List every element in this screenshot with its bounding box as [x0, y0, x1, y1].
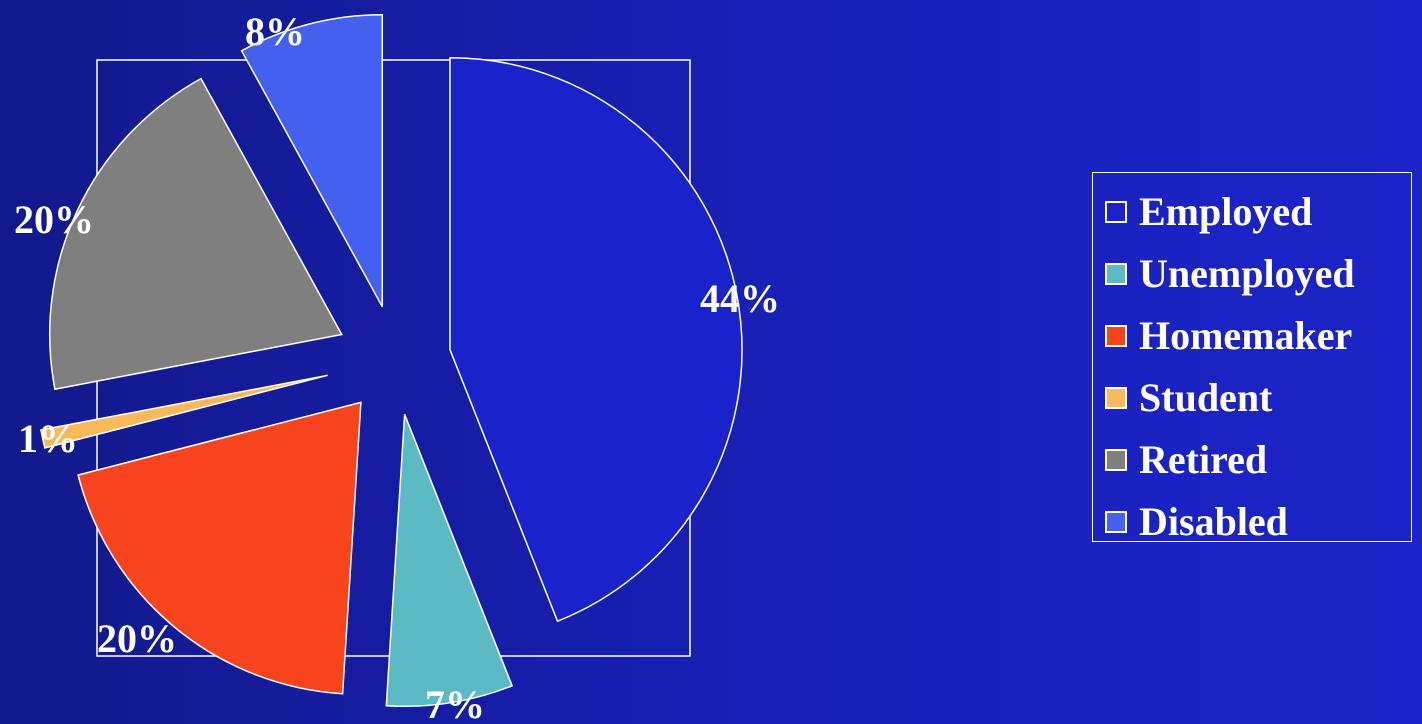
pie-label-unemployed: 7% — [425, 682, 485, 724]
pie-slice-employed — [449, 56, 743, 623]
pie-slice-unemployed — [385, 414, 514, 707]
legend-label-disabled: Disabled — [1139, 499, 1288, 544]
legend-item-employed: Employed — [1105, 181, 1411, 243]
legend-label-homemaker: Homemaker — [1139, 313, 1353, 358]
pie-label-student: 1% — [18, 416, 78, 461]
legend: Employed Unemployed Homemaker Student Retire… — [1092, 172, 1412, 542]
pie-slice-retired — [48, 77, 343, 391]
legend-label-retired: Retired — [1139, 437, 1268, 482]
legend-item-retired: Retired — [1105, 429, 1411, 491]
legend-label-student: Student — [1139, 375, 1273, 420]
pie-slice-homemaker — [77, 401, 362, 695]
legend-swatch-unemployed — [1105, 263, 1127, 285]
pie-slice-student — [40, 374, 328, 449]
legend-swatch-retired — [1105, 449, 1127, 471]
pie-label-homemaker: 20% — [97, 616, 177, 661]
pie-label-disabled: 8% — [245, 9, 305, 54]
legend-label-unemployed: Unemployed — [1139, 251, 1355, 296]
legend-item-disabled: Disabled — [1105, 491, 1411, 553]
legend-label-employed: Employed — [1139, 189, 1313, 234]
legend-swatch-employed — [1105, 201, 1127, 223]
legend-item-unemployed: Unemployed — [1105, 243, 1411, 305]
legend-item-student: Student — [1105, 367, 1411, 429]
legend-swatch-homemaker — [1105, 325, 1127, 347]
legend-swatch-student — [1105, 387, 1127, 409]
pie-label-retired: 20% — [14, 197, 94, 242]
legend-item-homemaker: Homemaker — [1105, 305, 1411, 367]
legend-swatch-disabled — [1105, 511, 1127, 533]
pie-slice-disabled — [240, 13, 384, 308]
pie-label-employed: 44% — [700, 276, 780, 321]
